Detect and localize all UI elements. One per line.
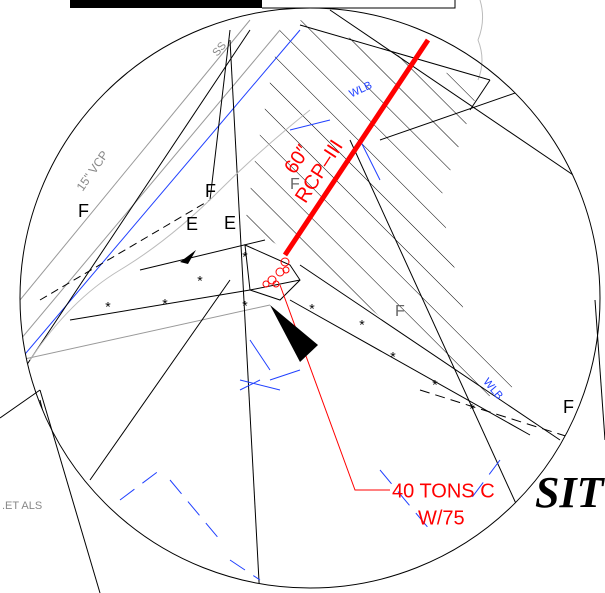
hatched-area — [245, 20, 530, 400]
symbol: * — [197, 273, 203, 289]
linework — [230, 40, 260, 593]
label: F — [205, 181, 216, 201]
linework — [90, 280, 230, 480]
linework — [40, 390, 100, 593]
symbol: * — [469, 401, 475, 417]
linework — [420, 390, 605, 450]
linework — [0, 390, 40, 418]
label: SS — [210, 40, 229, 59]
drawing: *** *** *** * 60″ RCP–III 40 TONS C W/75… — [0, 0, 605, 593]
symbol: * — [390, 349, 396, 365]
linework — [20, 305, 270, 360]
label: 15" VCP — [74, 148, 112, 193]
tree-line — [478, 0, 483, 80]
symbol: * — [309, 301, 315, 317]
linework — [20, 30, 280, 340]
label: F — [563, 397, 574, 417]
label: F — [78, 201, 89, 221]
label: E — [224, 213, 236, 233]
symbol: * — [105, 299, 111, 315]
label: .ET ALS — [2, 500, 42, 512]
linework — [263, 281, 269, 287]
linework — [595, 300, 605, 440]
linework — [265, 240, 270, 248]
label: F — [290, 176, 300, 193]
linework — [240, 340, 300, 390]
title-block-border — [262, 0, 455, 8]
linework — [20, 560, 100, 590]
symbol: * — [359, 317, 365, 333]
label: F — [395, 303, 405, 320]
linework — [40, 400, 90, 593]
title-block-bar — [70, 0, 262, 8]
plan-view — [0, 10, 605, 593]
symbol: * — [162, 296, 168, 312]
label: E — [186, 214, 198, 234]
symbol: * — [242, 249, 248, 265]
sheet-title: SIT — [535, 468, 605, 517]
symbol: * — [432, 377, 438, 393]
symbol: * — [242, 298, 248, 314]
callout-line: 40 TONS C — [392, 480, 495, 502]
leader — [280, 285, 390, 490]
callout-line: W/75 — [418, 507, 465, 529]
